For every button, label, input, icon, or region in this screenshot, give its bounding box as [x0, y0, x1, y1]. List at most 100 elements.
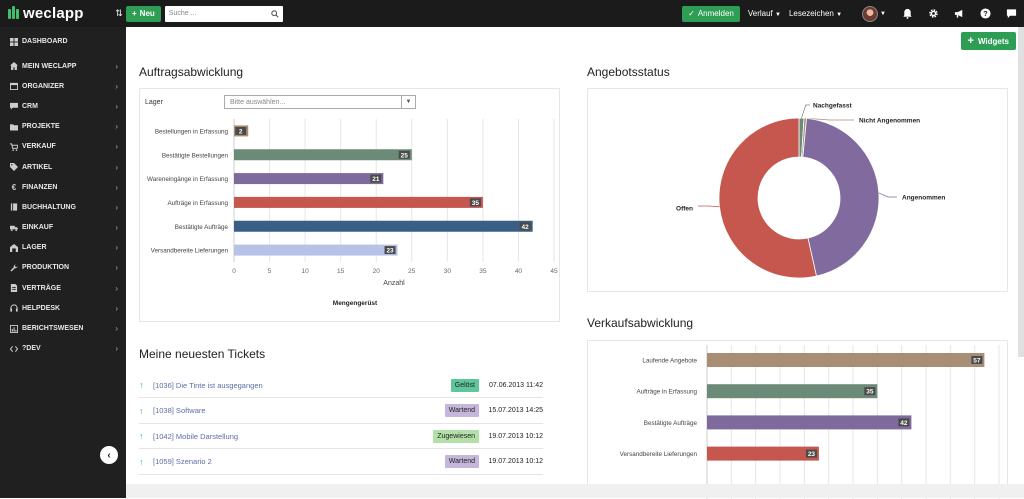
caret-down-icon[interactable]: ▼	[880, 10, 886, 17]
chevron-right-icon: ›	[115, 101, 118, 111]
ticket-date: 07.06.2013 11:42	[489, 381, 543, 389]
sidebar-item-lager[interactable]: LAGER ›	[0, 238, 126, 258]
collapse-sidebar-icon[interactable]: ⇅	[115, 8, 123, 18]
ticket-row[interactable]: ↑ [1042] Mobile Darstellung Zugewiesen 19.0…	[139, 424, 543, 449]
value-label-bg	[971, 356, 983, 364]
sidebar-item-verträge[interactable]: VERTRÄGE ›	[0, 278, 126, 298]
sidebar-item-mein-weclapp[interactable]: MEIN WECLAPP ›	[0, 56, 126, 76]
tag-icon	[8, 163, 19, 172]
bell-icon[interactable]	[894, 8, 920, 19]
category-label: Versandbereite Lieferungen	[620, 451, 698, 458]
sidebar-item-finanzen[interactable]: € FINANZEN ›	[0, 177, 126, 197]
pie-slice[interactable]	[718, 117, 817, 279]
sidebar-item-artikel[interactable]: ARTIKEL ›	[0, 157, 126, 177]
chevron-right-icon: ›	[115, 202, 118, 212]
bookmarks-menu[interactable]: Lesezeichen ▼	[789, 9, 842, 18]
login-button-label: Anmelden	[697, 9, 734, 18]
bar-value-label: 23	[386, 248, 394, 255]
help-icon[interactable]: ?	[972, 8, 998, 19]
sidebar: DASHBOARD MEIN WECLAPP › ORGANIZER › CRM › PROJ…	[0, 27, 126, 498]
sidebar-item-crm[interactable]: CRM ›	[0, 96, 126, 116]
sidebar-item-label: PROJEKTE	[22, 123, 60, 131]
bar[interactable]	[234, 220, 533, 232]
category-label: Laufende Angebote	[642, 358, 697, 365]
verkauf-chart: Laufende Angebote 57 Aufträge in Erfassung…	[620, 345, 1000, 499]
auftrag-chart: 0 5 10 15 20 25 30 35 40 45 Bestellungen in Erfass…	[147, 119, 558, 307]
category-label: Bestätigte Bestellungen	[162, 152, 229, 159]
status-badge: Wartend	[444, 455, 479, 468]
sidebar-item-label: VERTRÄGE	[22, 284, 61, 292]
scrollbar[interactable]	[1018, 27, 1024, 357]
value-label-bg	[370, 174, 382, 183]
wrench-icon	[8, 264, 19, 272]
ticket-date: 19.07.2013 10:12	[488, 432, 544, 440]
search-icon	[271, 9, 279, 18]
bar[interactable]	[707, 384, 878, 399]
x-tick-label: 20	[373, 268, 381, 275]
sidebar-item-einkauf[interactable]: EINKAUF ›	[0, 218, 126, 238]
value-label-bg	[469, 198, 481, 207]
search-input[interactable]: Suche ...	[164, 5, 283, 22]
sidebar-item-produktion[interactable]: PRODUKTION ›	[0, 258, 126, 278]
ticket-link[interactable]: [1038] Software	[153, 406, 206, 415]
sidebar-item-dev[interactable]: ?DEV ›	[0, 339, 126, 359]
ticket-link[interactable]: [1059] Szenario 2	[153, 457, 212, 466]
category-label: Aufträge in Erfassung	[636, 389, 697, 396]
svg-text:€: €	[11, 183, 16, 191]
bar[interactable]	[234, 196, 483, 208]
bar[interactable]	[234, 173, 384, 185]
sidebar-item-label: HELPDESK	[22, 304, 61, 312]
gear-icon[interactable]	[920, 8, 946, 19]
value-label-bg	[519, 222, 531, 231]
sidebar-item-buchhaltung[interactable]: BUCHHALTUNG ›	[0, 197, 126, 217]
calendar-icon	[8, 82, 19, 91]
sidebar-item-dashboard[interactable]: DASHBOARD	[0, 27, 126, 56]
lager-label: Lager	[145, 99, 163, 106]
bar[interactable]	[707, 415, 912, 430]
pie-slice[interactable]	[802, 117, 880, 277]
sidebar-item-verkauf[interactable]: VERKAUF ›	[0, 137, 126, 157]
widgets-button[interactable]: + Widgets	[960, 32, 1016, 50]
bar[interactable]	[707, 446, 819, 461]
sidebar-item-berichtswesen[interactable]: BERICHTSWESEN ›	[0, 318, 126, 338]
chevron-right-icon: ›	[115, 81, 118, 91]
bar-value-label: 35	[866, 389, 874, 396]
new-button[interactable]: + Neu	[126, 5, 161, 22]
sidebar-item-label: CRM	[22, 102, 38, 110]
megaphone-icon[interactable]	[946, 8, 972, 19]
slice-leader-line	[878, 192, 897, 198]
slice-label: Offen	[676, 206, 693, 213]
login-button[interactable]: ✓ Anmelden	[682, 5, 740, 22]
x-tick-label: 40	[515, 268, 523, 275]
x-tick-label: 0	[232, 268, 236, 275]
dashboard-icon	[8, 37, 19, 46]
chat-icon[interactable]	[998, 8, 1024, 19]
angebot-panel: Nachgefasst Nicht Angenommen Angenommen Off…	[587, 88, 1008, 292]
angebot-chart: Nachgefasst Nicht Angenommen Angenommen Off…	[676, 103, 945, 279]
history-menu[interactable]: Verlauf ▼	[748, 9, 781, 18]
ticket-link[interactable]: [1036] Die Tinte ist ausgegangen	[153, 380, 263, 390]
slice-leader-line	[805, 117, 854, 121]
x-tick-label: 15	[337, 268, 345, 275]
sidebar-item-helpdesk[interactable]: HELPDESK ›	[0, 298, 126, 318]
ticket-link[interactable]: [1042] Mobile Darstellung	[153, 431, 239, 441]
ticket-row[interactable]: ↑ [1038] Software Wartend 15.07.2013 14:25	[139, 399, 543, 424]
bottom-bar	[126, 484, 1024, 498]
bar[interactable]	[234, 244, 398, 256]
folder-icon	[8, 123, 19, 131]
sidebar-item-projekte[interactable]: PROJEKTE ›	[0, 117, 126, 137]
collapse-sidebar-button[interactable]: ‹	[100, 446, 118, 464]
ticket-row[interactable]: ↑ [1059] Szenario 2 Wartend 19.07.2013 10:1…	[139, 450, 543, 475]
chevron-down-icon: ▼	[401, 96, 415, 108]
angebot-title: Angebotsstatus	[587, 65, 670, 79]
ticket-row[interactable]: ↑ [1036] Die Tinte ist ausgegangen Gelöst 0…	[139, 373, 543, 398]
ticket-date: 19.07.2013 10:12	[488, 458, 544, 465]
sidebar-item-organizer[interactable]: ORGANIZER ›	[0, 76, 126, 96]
verkauf-title: Verkaufsabwicklung	[587, 316, 694, 330]
logo[interactable]: weclapp	[0, 5, 112, 22]
bar[interactable]	[234, 149, 412, 161]
avatar[interactable]	[862, 5, 879, 22]
chevron-right-icon: ›	[115, 142, 118, 152]
lager-select[interactable]: Bitte auswählen... ▼	[224, 95, 416, 109]
bar[interactable]	[707, 353, 985, 367]
